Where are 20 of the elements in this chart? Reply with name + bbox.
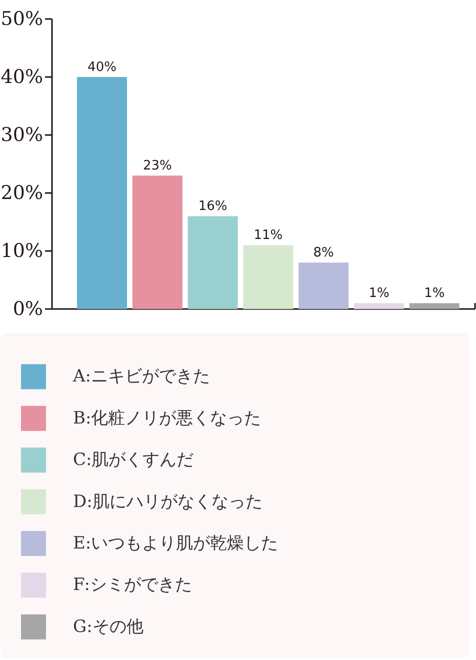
legend-label: F:シミができた [73, 575, 192, 596]
y-tick-label: 10% [0, 240, 43, 262]
legend-label: B:化粧ノリが悪くなった [73, 408, 262, 428]
legend-label: E:いつもより肌が乾燥した [73, 534, 278, 554]
y-tick-label: 50% [0, 8, 43, 30]
data-label: 40% [88, 60, 116, 75]
y-tick-label: 40% [0, 66, 43, 88]
legend-label: G:その他 [73, 616, 144, 637]
legend-label: D:肌にハリがなくなった [73, 492, 262, 512]
data-label: 23% [142, 158, 172, 174]
legend-label: C:肌がくすんだ [73, 450, 194, 470]
data-label: 1% [424, 286, 445, 302]
data-label: 8% [313, 246, 334, 261]
y-tick-label: 0% [12, 298, 43, 320]
legend-label: A:ニキビができた [72, 366, 210, 387]
data-label: 1% [368, 286, 390, 302]
data-label: 11% [254, 228, 283, 244]
data-label: 16% [198, 199, 228, 214]
y-tick-label: 30% [0, 124, 43, 146]
y-tick-label: 20% [0, 182, 43, 204]
